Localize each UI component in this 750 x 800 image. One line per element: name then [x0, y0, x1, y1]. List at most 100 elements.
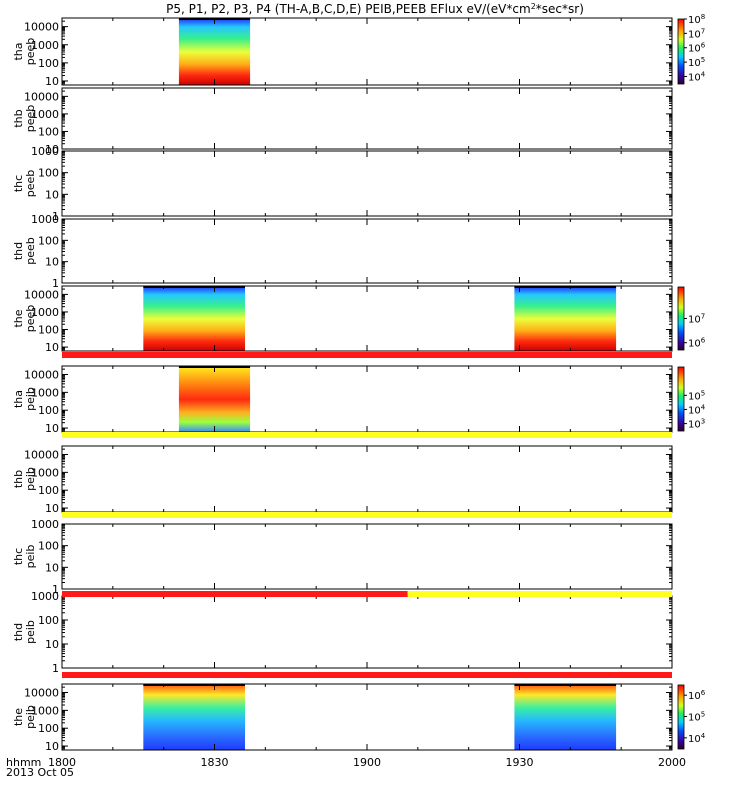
- y-label-probe: thd: [12, 623, 25, 641]
- y-tick-label: 100: [38, 404, 59, 417]
- y-label-probe: thc: [12, 175, 25, 192]
- y-tick-label: 10000: [24, 288, 59, 301]
- colorbar-scale: [677, 18, 685, 85]
- y-tick-label: 100: [38, 57, 59, 70]
- y-tick-label: 100: [38, 324, 59, 337]
- spectrogram-block-the-peeb-0: [143, 287, 245, 351]
- panel-the-peib: 10 100 1000 10000 the peib 104 105 106: [12, 683, 706, 753]
- x-tick-label: 1830: [201, 756, 229, 769]
- panel-thc-peeb: 1 10 100 1000 thc peeb: [12, 145, 673, 223]
- figure-title: P5, P1, P2, P3, P4 (TH-A,B,C,D,E) PEIB,P…: [166, 2, 584, 17]
- panel-frame: [61, 445, 673, 513]
- panel-thb-peeb: 10 100 1000 10000 thb peeb: [12, 87, 673, 156]
- y-tick-label: 10: [45, 422, 59, 435]
- y-tick-label: 100: [38, 167, 59, 180]
- time-axis: 1800 1830 1900 1930 2000: [48, 756, 686, 769]
- colorbar-the-peib: 104 105 106: [677, 684, 706, 750]
- colorbar-scale: [677, 286, 685, 351]
- y-tick-label: 1000: [31, 39, 59, 52]
- colorbar-label: 103: [688, 418, 705, 431]
- panel-frame: [61, 523, 673, 590]
- panel-thd-peib: 1 10 100 1000 thd peib: [12, 590, 673, 675]
- y-tick-label: 100: [38, 614, 59, 627]
- y-tick-label: 10000: [24, 687, 59, 700]
- status-bar-segment: [62, 512, 672, 518]
- y-label-product: peeb: [24, 170, 37, 198]
- panel-frame: [61, 150, 673, 217]
- colorbar-label: 107: [688, 27, 705, 40]
- y-tick-label: 100: [38, 540, 59, 553]
- y-label-product: peeb: [24, 237, 37, 265]
- y-tick-label: 10000: [24, 449, 59, 462]
- y-tick-label: 100: [38, 484, 59, 497]
- xaxis-label: hhmm: [6, 756, 41, 769]
- y-tick-label: 10: [45, 740, 59, 753]
- y-tick-label: 100: [38, 722, 59, 735]
- y-tick-label: 1: [52, 277, 59, 290]
- y-label-product: peib: [24, 705, 37, 729]
- status-bar-segment: [62, 591, 408, 597]
- y-label-probe: thc: [12, 548, 25, 565]
- colorbar-label: 105: [688, 56, 705, 69]
- spectrogram-block-the-peib-1: [514, 685, 617, 750]
- y-label-product: peeb: [24, 305, 37, 333]
- colorbar-label: 104: [688, 403, 706, 416]
- y-tick-label: 1: [52, 583, 59, 596]
- y-label-probe: thb: [12, 470, 25, 488]
- y-label-product: peib: [24, 467, 37, 491]
- y-tick-label: 10: [45, 341, 59, 354]
- x-tick-label: 1800: [48, 756, 76, 769]
- colorbar-scale: [677, 366, 685, 432]
- y-label-probe: thd: [12, 242, 25, 260]
- y-tick-label: 10: [45, 561, 59, 574]
- y-tick-label: 1000: [31, 518, 59, 531]
- y-label-product: peib: [24, 387, 37, 411]
- colorbar-label: 108: [688, 13, 705, 26]
- status-bar-segment: [407, 591, 672, 597]
- y-tick-label: 10: [45, 188, 59, 201]
- colorbar-label: 106: [688, 337, 706, 350]
- y-tick-label: 10000: [24, 369, 59, 382]
- y-tick-label: 1000: [31, 466, 59, 479]
- y-tick-label: 1000: [31, 306, 59, 319]
- y-label-probe: tha: [12, 390, 25, 408]
- colorbar-label: 104: [688, 70, 706, 83]
- y-label-probe: tha: [12, 42, 25, 60]
- y-tick-label: 1000: [31, 108, 59, 121]
- title-tail: *sec*sr): [536, 2, 584, 16]
- panel-frame: [61, 17, 673, 86]
- x-tick-label: 1900: [353, 756, 381, 769]
- colorbar-the-peeb: 106 107: [677, 286, 706, 351]
- colorbar-label: 106: [688, 689, 706, 702]
- y-tick-label: 1000: [31, 704, 59, 717]
- y-label-probe: thb: [12, 109, 25, 127]
- y-label-probe: the: [12, 708, 25, 726]
- y-tick-label: 100: [38, 125, 59, 138]
- x-tick-label: 2000: [658, 756, 686, 769]
- y-tick-label: 10: [45, 638, 59, 651]
- y-label-product: peeb: [24, 105, 37, 133]
- y-tick-label: 1000: [31, 213, 59, 226]
- status-bar-segment: [62, 352, 672, 358]
- y-tick-label: 10: [45, 75, 59, 88]
- status-bar-segment: [62, 672, 672, 678]
- colorbar-label: 106: [688, 42, 706, 55]
- status-bar-segment: [62, 432, 672, 438]
- panel-frame: [61, 87, 673, 150]
- y-label-probe: the: [12, 309, 25, 327]
- colorbar-label: 105: [688, 389, 705, 402]
- date-label: 2013 Oct 05: [6, 766, 74, 779]
- y-tick-label: 10000: [24, 90, 59, 103]
- panel-thb-peib: 10 100 1000 10000 thb peib: [12, 445, 673, 515]
- spectrogram-block-tha-peib-0: [178, 367, 251, 432]
- panel-frame: [61, 365, 673, 433]
- colorbar-scale: [677, 684, 685, 750]
- panel-thc-peib: 1 10 100 1000 thc peib: [12, 518, 673, 596]
- panel-frame: [61, 218, 673, 284]
- panel-the-peeb: 10 100 1000 10000 the peeb 106 107: [12, 285, 706, 354]
